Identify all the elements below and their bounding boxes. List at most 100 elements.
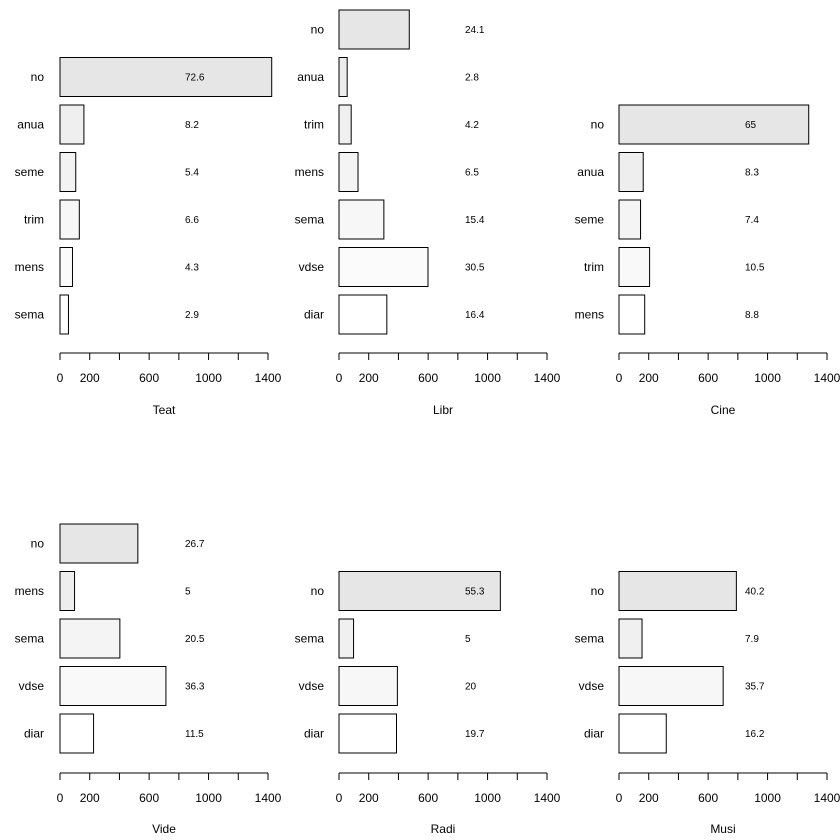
category-label: no [31, 70, 45, 84]
x-tick-label: 200 [639, 371, 659, 385]
bar-no [59, 57, 273, 97]
category-label: no [311, 584, 325, 598]
category-label: vdse [299, 260, 325, 274]
x-tick-label: 600 [698, 791, 718, 805]
category-label: diar [584, 727, 604, 741]
x-tick-label: 600 [418, 791, 438, 805]
percent-label: 2.9 [185, 310, 199, 321]
bar-mens [338, 152, 359, 192]
percent-label: 4.3 [185, 263, 199, 274]
x-tick-label: 200 [80, 791, 100, 805]
percent-label: 30.5 [465, 263, 485, 274]
bar-sema [338, 618, 355, 659]
category-label: anua [297, 70, 324, 84]
percent-label: 7.9 [745, 634, 759, 645]
percent-label: 11.5 [185, 729, 204, 740]
bar-seme [618, 199, 642, 240]
x-tick-label: 1000 [754, 791, 781, 805]
x-axis-label: Libr [433, 403, 453, 417]
category-label: seme [15, 165, 45, 179]
chart-panel-musi: no 40.2 sema 7.9 vdse 35.7 diar 16.2 0 200 600 1000… [575, 571, 840, 836]
percent-label: 35.7 [745, 682, 765, 693]
bar-diar [618, 713, 667, 754]
category-label: diar [24, 727, 44, 741]
category-label: seme [575, 213, 605, 227]
bar-diar [59, 713, 95, 754]
x-tick-label: 200 [359, 371, 379, 385]
x-axis-label: Teat [153, 403, 176, 417]
percent-label: 6.5 [465, 168, 479, 179]
percent-label: 20 [465, 682, 477, 693]
x-tick-label: 600 [698, 371, 718, 385]
percent-label: 5 [465, 634, 471, 645]
bar-no [59, 523, 139, 564]
percent-label: 55.3 [465, 587, 485, 598]
category-label: diar [304, 308, 324, 322]
bar-no [338, 571, 501, 611]
bar-vdse [338, 247, 429, 287]
x-tick-label: 0 [57, 791, 64, 805]
bar-mens [59, 247, 73, 287]
x-tick-label: 200 [359, 791, 379, 805]
x-axis-label: Musi [710, 822, 735, 836]
chart-panel-teat: no 72.6 anua 8.2 seme 5.4 trim 6.6 mens 4.3 sema 2.… [15, 57, 282, 417]
x-axis-label: Vide [152, 822, 176, 836]
chart-panel-cine: no 65 anua 8.3 seme 7.4 trim 10.5 mens 8.8 0 200 600… [575, 104, 840, 417]
x-tick-label: 1400 [255, 371, 282, 385]
category-label: no [591, 584, 605, 598]
x-tick-label: 1400 [814, 371, 840, 385]
bar-diar [338, 294, 388, 335]
bar-vdse [59, 666, 167, 706]
bar-sema [618, 618, 643, 659]
category-label: trim [584, 260, 604, 274]
x-tick-label: 600 [418, 371, 438, 385]
x-axis-label: Cine [711, 403, 736, 417]
bar-diar [338, 713, 397, 754]
bar-sema [338, 199, 385, 240]
chart-panel-radi: no 55.3 sema 5 vdse 20 diar 19.7 0 200 600 1000 1400… [295, 571, 561, 836]
category-label: sema [15, 632, 45, 646]
category-label: mens [295, 165, 324, 179]
percent-label: 36.3 [185, 682, 205, 693]
x-tick-label: 0 [336, 791, 343, 805]
category-label: no [311, 23, 325, 37]
percent-label: 26.7 [185, 539, 205, 550]
x-tick-label: 600 [139, 371, 159, 385]
x-tick-label: 200 [80, 371, 100, 385]
category-label: mens [575, 308, 604, 322]
bar-mens [59, 571, 76, 611]
bar-anua [338, 57, 348, 97]
x-axis-label: Radi [431, 822, 456, 836]
percent-label: 7.4 [745, 215, 759, 226]
x-tick-label: 1000 [754, 371, 781, 385]
bar-anua [618, 152, 644, 192]
bar-anua [59, 104, 85, 145]
percent-label: 5.4 [185, 168, 199, 179]
x-tick-label: 1400 [814, 791, 840, 805]
category-label: vdse [299, 679, 325, 693]
category-label: sema [295, 213, 325, 227]
x-tick-label: 0 [57, 371, 64, 385]
percent-label: 8.8 [745, 310, 759, 321]
percent-label: 8.2 [185, 120, 199, 131]
percent-label: 2.8 [465, 73, 479, 84]
bar-no [338, 9, 410, 50]
chart-panel-libr: no 24.1 anua 2.8 trim 4.2 mens 6.5 sema 15.4 vdse 3… [295, 9, 561, 417]
percent-label: 72.6 [185, 73, 205, 84]
x-tick-label: 1000 [474, 791, 501, 805]
x-tick-label: 200 [639, 791, 659, 805]
category-label: diar [304, 727, 324, 741]
x-tick-label: 0 [336, 371, 343, 385]
bar-trim [618, 247, 651, 287]
x-tick-label: 1000 [195, 371, 222, 385]
bar-vdse [338, 666, 398, 706]
percent-label: 4.2 [465, 120, 479, 131]
percent-label: 65 [745, 120, 757, 131]
percent-label: 19.7 [465, 729, 485, 740]
category-label: anua [577, 165, 604, 179]
x-tick-label: 1400 [255, 791, 282, 805]
x-tick-label: 600 [139, 791, 159, 805]
percent-label: 16.2 [745, 729, 765, 740]
x-tick-label: 1400 [534, 791, 561, 805]
